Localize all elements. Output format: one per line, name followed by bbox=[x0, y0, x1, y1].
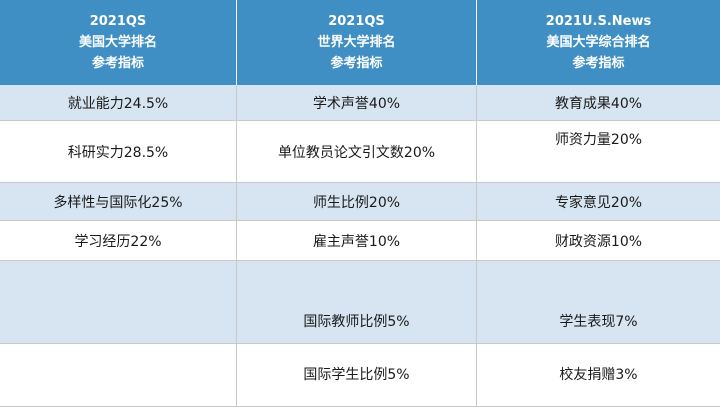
table-cell: 学术声誉40% bbox=[237, 85, 477, 121]
header-qs-us: 2021QS 美国大学排名 参考指标 bbox=[0, 0, 237, 85]
table-cell: 专家意见20% bbox=[477, 183, 720, 221]
header-qs-world-line1: 2021QS bbox=[328, 14, 385, 29]
table-cell: 教育成果40% bbox=[477, 85, 720, 121]
table-cell: 师生比例20% bbox=[237, 183, 477, 221]
table-cell bbox=[0, 261, 237, 344]
table-cell: 学生表现7% bbox=[477, 261, 720, 344]
header-usnews-line3: 参考指标 bbox=[572, 56, 625, 71]
table-cell: 学习经历22% bbox=[0, 221, 237, 261]
table-cell: 国际学生比例5% bbox=[237, 344, 477, 407]
table-cell: 多样性与国际化25% bbox=[0, 183, 237, 221]
header-qs-world-line3: 参考指标 bbox=[330, 56, 383, 71]
header-usnews-line2: 美国大学综合排名 bbox=[546, 35, 651, 50]
table-cell: 财政资源10% bbox=[477, 221, 720, 261]
header-usnews: 2021U.S.News 美国大学综合排名 参考指标 bbox=[477, 0, 720, 85]
table-cell: 校友捐赠3% bbox=[477, 344, 720, 407]
table-cell: 国际教师比例5% bbox=[237, 261, 477, 344]
header-qs-world: 2021QS 世界大学排名 参考指标 bbox=[237, 0, 477, 85]
header-qs-us-line1: 2021QS bbox=[89, 14, 147, 29]
table-cell: 师资力量20% bbox=[477, 121, 720, 183]
header-usnews-line1: 2021U.S.News bbox=[545, 14, 652, 29]
header-qs-world-line2: 世界大学排名 bbox=[317, 35, 396, 50]
table-cell: 单位教员论文引文数20% bbox=[237, 121, 477, 183]
table-cell bbox=[0, 344, 237, 407]
table-cell: 科研实力28.5% bbox=[0, 121, 237, 183]
header-qs-us-line2: 美国大学排名 bbox=[78, 35, 157, 50]
header-qs-us-line3: 参考指标 bbox=[91, 56, 144, 71]
table-cell: 雇主声誉10% bbox=[237, 221, 477, 261]
table-cell: 就业能力24.5% bbox=[0, 85, 237, 121]
